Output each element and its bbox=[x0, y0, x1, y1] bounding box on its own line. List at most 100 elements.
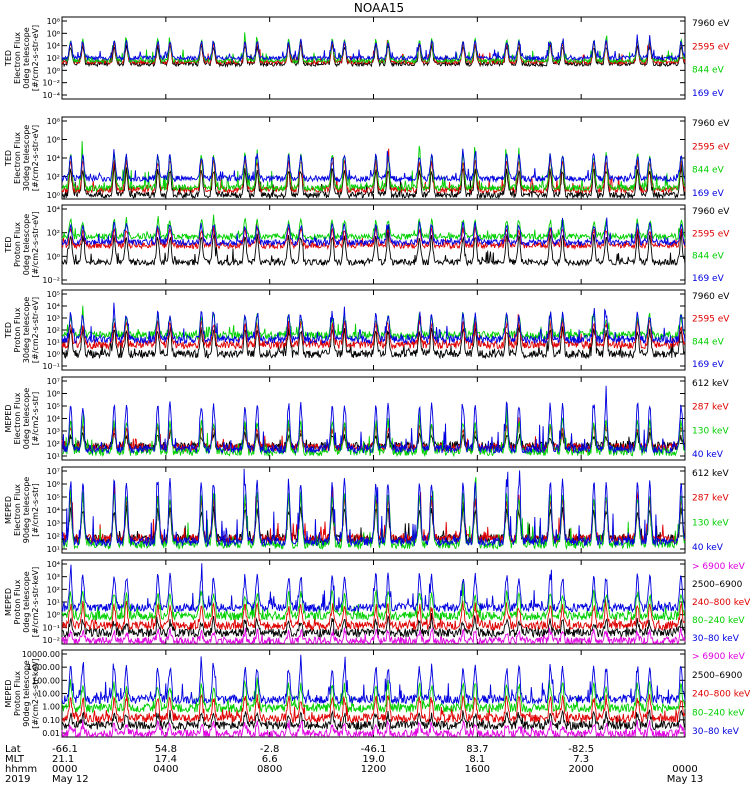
x-tick-label: 0000 bbox=[672, 764, 697, 775]
y-axis-label-line: Proton Flux bbox=[13, 307, 22, 352]
series-line-4 bbox=[61, 580, 686, 622]
legend-entry: 2500–6900 bbox=[692, 580, 743, 590]
x-row-label: MLT bbox=[5, 754, 25, 765]
panel-1: 10⁸ 10⁶ 10⁴ 10² 10⁰ 10⁻² 10⁻⁴ TED Electron Flux 0… bbox=[4, 16, 730, 100]
series-line-4 bbox=[61, 302, 686, 346]
x-row-label: hhmm bbox=[5, 764, 37, 775]
y-axis-label-line: [#/cm2-s-str-keV] bbox=[31, 658, 40, 729]
y-tick-label: 10⁰ bbox=[47, 191, 60, 200]
y-tick-label: 10⁶ bbox=[47, 390, 60, 399]
y-tick-label: 10² bbox=[47, 585, 60, 594]
y-tick-label: 10⁻² bbox=[42, 276, 60, 285]
y-tick-label: 10¹ bbox=[47, 598, 60, 607]
series-line-3 bbox=[61, 477, 686, 551]
legend-entry: 130 keV bbox=[692, 426, 729, 436]
legend-entry: 240–800 keV bbox=[692, 598, 750, 608]
series-line-2 bbox=[61, 612, 686, 639]
y-axis-label-line: [#/cm2-s-str-eV] bbox=[31, 125, 40, 191]
legend-entry: 844 eV bbox=[692, 66, 725, 76]
legend-entry: 30–80 keV bbox=[692, 634, 740, 644]
y-axis-label-line: [#/cm2-s-str] bbox=[31, 392, 40, 445]
legend-entry: 7960 eV bbox=[692, 19, 730, 29]
legend-entry: 612 keV bbox=[692, 379, 729, 389]
y-axis-label-line: [#/cm2-s-str-eV] bbox=[31, 25, 40, 91]
x-tick-label: 1600 bbox=[465, 764, 490, 775]
series-line-2 bbox=[61, 313, 686, 351]
y-axis-label-line: 0deg telescope bbox=[22, 571, 31, 632]
y-tick-label: 10⁰ bbox=[47, 611, 60, 620]
y-tick-label: 10³ bbox=[47, 427, 60, 436]
x-tick-label: 2000 bbox=[568, 764, 593, 775]
legend-entry: 169 eV bbox=[692, 89, 725, 99]
panel-7: 10⁴ 10³ 10² 10¹ 10⁰ 10⁻¹ 10⁻² MEPED Proton Flux 0… bbox=[4, 559, 750, 646]
x-row-label: Lat bbox=[5, 744, 21, 755]
panel-6: 10⁷ 10⁶ 10⁵ 10⁴ 10³ 10² 10¹ MEPED Electron Flux 9… bbox=[4, 466, 729, 554]
legend-entry: 169 eV bbox=[692, 274, 725, 284]
x-row-label: 2019 bbox=[5, 774, 30, 785]
x-tick-label: 19.0 bbox=[362, 754, 384, 765]
y-axis-label-line: 90deg telescope bbox=[22, 477, 31, 544]
series-line-2 bbox=[61, 223, 686, 251]
chart-title: NOAA15 bbox=[354, 1, 404, 15]
y-axis-label-line: 90deg telescope bbox=[22, 660, 31, 727]
x-tick-label: 0000 bbox=[52, 764, 77, 775]
series-line-3 bbox=[61, 690, 686, 724]
series-line-1 bbox=[61, 627, 686, 646]
y-axis-label-line: Electron Flux bbox=[13, 132, 22, 184]
y-tick-label: 10⁰ bbox=[47, 350, 60, 359]
y-axis-label-line: Electron Flux bbox=[13, 32, 22, 84]
y-axis-label-line: Proton Flux bbox=[13, 579, 22, 624]
y-tick-label: 10⁴ bbox=[47, 506, 60, 515]
y-axis-label-line: 0deg telescope bbox=[22, 27, 31, 88]
y-axis-label-line: [#/cm2-s-str] bbox=[31, 483, 40, 536]
series-line-1 bbox=[61, 718, 686, 739]
legend-entry: 7960 eV bbox=[692, 119, 730, 129]
y-axis-label-line: MEPED bbox=[4, 496, 13, 524]
x-tick-label: May 13 bbox=[667, 774, 704, 785]
y-axis-label-line: Proton Flux bbox=[13, 671, 22, 716]
y-tick-label: 10¹ bbox=[47, 452, 60, 461]
series-line-3 bbox=[61, 140, 686, 193]
y-tick-label: 10⁶ bbox=[47, 136, 60, 145]
panel-2: 10⁸ 10⁶ 10⁴ 10² 10⁰ TED Electron Flux 30deg tel… bbox=[4, 116, 730, 200]
x-tick-label: -66.1 bbox=[52, 744, 78, 755]
y-tick-label: 10⁴ bbox=[47, 560, 60, 569]
y-axis-label-line: 30deg telescope bbox=[22, 297, 31, 364]
x-tick-label: 0400 bbox=[153, 764, 178, 775]
y-tick-label: 10⁷ bbox=[47, 467, 60, 476]
y-tick-label: 10⁰ bbox=[47, 66, 60, 75]
legend-entry: 2595 eV bbox=[692, 42, 730, 52]
series-line-4 bbox=[61, 148, 686, 184]
series-line-4 bbox=[61, 217, 686, 248]
y-tick-label: 10.00 bbox=[37, 690, 60, 699]
legend-entry: 40 keV bbox=[692, 543, 724, 553]
series-line-4 bbox=[61, 677, 686, 715]
x-tick-label: -82.5 bbox=[568, 744, 594, 755]
x-tick-label: 6.6 bbox=[262, 754, 278, 765]
y-tick-label: 10⁴ bbox=[47, 302, 60, 311]
legend-entry: 287 keV bbox=[692, 403, 729, 413]
y-tick-label: 10⁸ bbox=[47, 117, 60, 126]
series-line-5 bbox=[61, 563, 686, 613]
legend-entry: 7960 eV bbox=[692, 207, 730, 217]
y-tick-label: 0.01 bbox=[42, 729, 60, 738]
legend-entry: 130 keV bbox=[692, 518, 729, 528]
y-tick-label: 1000.00 bbox=[27, 663, 60, 672]
y-axis-label-line: TED bbox=[4, 322, 13, 339]
y-tick-label: 10⁰ bbox=[47, 252, 60, 261]
panel-8: 10000.00 1000.00 100.00 10.00 1.00 0.10 0.01 ME… bbox=[4, 649, 750, 739]
y-tick-label: 10⁵ bbox=[47, 290, 60, 299]
series-line-3 bbox=[61, 214, 686, 242]
legend-entry: 169 eV bbox=[692, 360, 725, 370]
series-line-5 bbox=[61, 654, 686, 706]
y-tick-label: 100.00 bbox=[32, 676, 60, 685]
legend-entry: 287 keV bbox=[692, 494, 729, 504]
legend-entry: > 6900 keV bbox=[692, 652, 746, 662]
legend-entry: 844 eV bbox=[692, 166, 725, 176]
x-tick-label: 8.1 bbox=[469, 754, 485, 765]
y-axis-label-line: [#/cm2-s-str-eV] bbox=[31, 211, 40, 277]
series-line-1 bbox=[61, 326, 686, 360]
